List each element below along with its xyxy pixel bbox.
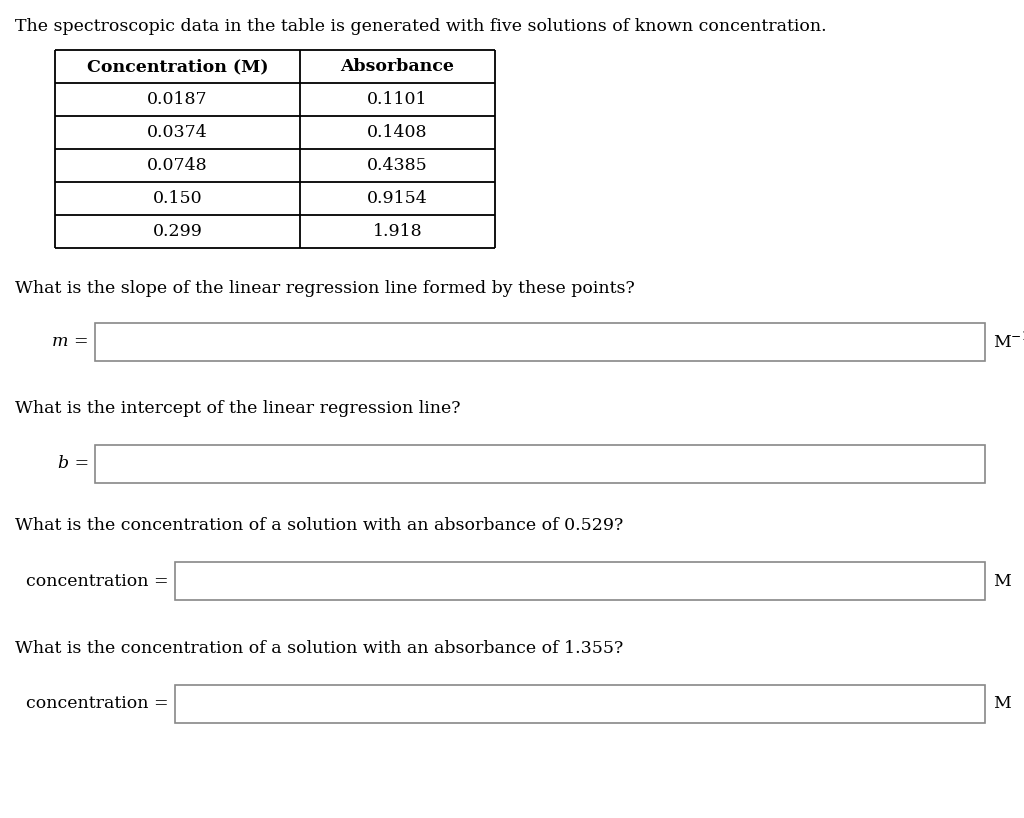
Text: Concentration (M): Concentration (M) <box>87 58 268 75</box>
Bar <box>95 323 985 361</box>
Text: 0.0374: 0.0374 <box>147 124 208 141</box>
Text: 0.1101: 0.1101 <box>368 91 428 108</box>
Text: 0.0187: 0.0187 <box>147 91 208 108</box>
Text: 0.0748: 0.0748 <box>147 157 208 174</box>
Text: concentration =: concentration = <box>27 573 169 590</box>
Text: M: M <box>993 695 1011 712</box>
Bar <box>175 562 985 600</box>
Text: b =: b = <box>58 456 89 473</box>
Text: 0.299: 0.299 <box>153 223 203 240</box>
Text: concentration =: concentration = <box>27 695 169 712</box>
Text: 0.150: 0.150 <box>153 190 203 207</box>
Bar <box>175 685 985 723</box>
Text: What is the intercept of the linear regression line?: What is the intercept of the linear regr… <box>15 400 461 417</box>
Text: The spectroscopic data in the table is generated with five solutions of known co: The spectroscopic data in the table is g… <box>15 18 826 35</box>
Text: Absorbance: Absorbance <box>341 58 455 75</box>
Text: What is the slope of the linear regression line formed by these points?: What is the slope of the linear regressi… <box>15 280 635 297</box>
Text: 0.1408: 0.1408 <box>368 124 428 141</box>
Text: m =: m = <box>52 334 89 350</box>
Text: 0.4385: 0.4385 <box>368 157 428 174</box>
Text: What is the concentration of a solution with an absorbance of 0.529?: What is the concentration of a solution … <box>15 517 624 534</box>
Text: 1.918: 1.918 <box>373 223 422 240</box>
Bar <box>95 445 985 483</box>
Text: M: M <box>993 573 1011 590</box>
Text: M$^{-1}$: M$^{-1}$ <box>993 332 1024 352</box>
Text: 0.9154: 0.9154 <box>368 190 428 207</box>
Text: What is the concentration of a solution with an absorbance of 1.355?: What is the concentration of a solution … <box>15 640 624 657</box>
